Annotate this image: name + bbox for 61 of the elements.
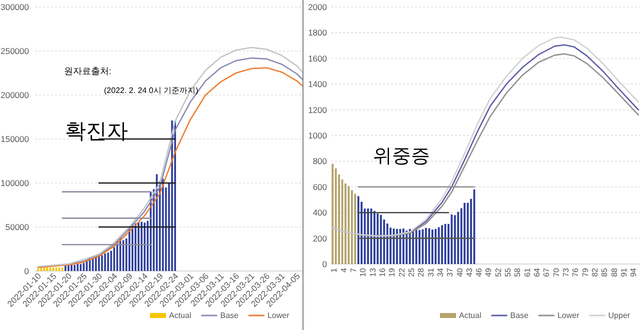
x-tick-label: 70 xyxy=(552,267,561,277)
y-tick-label: 300000 xyxy=(0,2,30,12)
x-tick-label: 88 xyxy=(610,267,619,277)
y-tick-label: 50000 xyxy=(5,222,30,232)
annotation: 확진자 xyxy=(65,120,128,143)
legend-label: Actual xyxy=(169,311,192,320)
x-tick-label: 1 xyxy=(330,267,339,272)
x-tick-label: 25 xyxy=(406,267,416,277)
legend-label: Lower xyxy=(267,311,290,320)
y-tick-label: 800 xyxy=(312,156,328,166)
annotation: (2022. 2. 24 0시 기준까지) xyxy=(104,86,199,95)
y-tick-label: 1800 xyxy=(308,28,328,38)
y-tick-label: 0 xyxy=(24,266,30,276)
x-tick-label: 82 xyxy=(590,267,600,277)
y-tick-label: 1200 xyxy=(308,104,328,115)
x-tick-label: 49 xyxy=(484,267,494,277)
x-tick-label: 91 xyxy=(619,267,628,277)
legend-label: Actual xyxy=(459,311,482,320)
x-tick-label: 52 xyxy=(494,267,503,277)
x-tick-label: 73 xyxy=(561,267,570,277)
y-tick-label: 1600 xyxy=(308,53,328,64)
x-tick-label: 7 xyxy=(349,267,358,272)
x-tick-label: 10 xyxy=(358,267,368,277)
legend-label: Lower xyxy=(557,311,580,320)
x-tick-label: 43 xyxy=(464,267,474,277)
x-tick-label: 28 xyxy=(416,267,426,277)
y-tick-label: 600 xyxy=(312,182,328,192)
annotation: 위중증 xyxy=(373,146,430,167)
x-tick-label: 37 xyxy=(446,267,455,277)
annotation: 원자료출처: xyxy=(64,66,112,76)
y-tick-label: 1400 xyxy=(308,79,328,90)
x-tick-label: 16 xyxy=(378,267,387,277)
x-tick-label: 61 xyxy=(522,267,532,277)
x-tick-label: 67 xyxy=(542,267,552,277)
x-tick-label: 40 xyxy=(455,267,464,277)
y-tick-label: 1000 xyxy=(308,130,328,140)
x-tick-label: 94 xyxy=(629,267,638,277)
legend-label: Base xyxy=(510,311,530,320)
x-tick-label: 19 xyxy=(388,267,397,277)
x-tick-label: 64 xyxy=(532,267,542,277)
x-tick-label: 13 xyxy=(368,267,378,277)
x-tick-label: 58 xyxy=(513,267,522,277)
x-tick-label: 79 xyxy=(580,267,590,277)
y-tick-label: 200000 xyxy=(0,90,30,100)
x-tick-label: 22 xyxy=(397,267,406,277)
x-tick-label: 46 xyxy=(474,267,484,277)
legend-label: Base xyxy=(220,311,240,320)
x-tick-label: 4 xyxy=(339,267,348,272)
y-tick-label: 250000 xyxy=(0,46,30,56)
x-tick-label: 76 xyxy=(571,267,580,277)
x-tick-label: 55 xyxy=(504,267,513,277)
y-tick-label: 200 xyxy=(312,233,328,244)
y-tick-label: 150000 xyxy=(0,134,30,144)
y-tick-label: 0 xyxy=(322,259,328,269)
y-tick-label: 100000 xyxy=(0,178,30,188)
legend-label: Upper xyxy=(608,311,630,320)
y-tick-label: 2000 xyxy=(308,2,328,12)
x-tick-label: 34 xyxy=(436,267,445,277)
y-tick-label: 400 xyxy=(312,208,328,218)
x-tick-label: 31 xyxy=(426,267,436,277)
x-tick-label: 85 xyxy=(600,267,610,277)
